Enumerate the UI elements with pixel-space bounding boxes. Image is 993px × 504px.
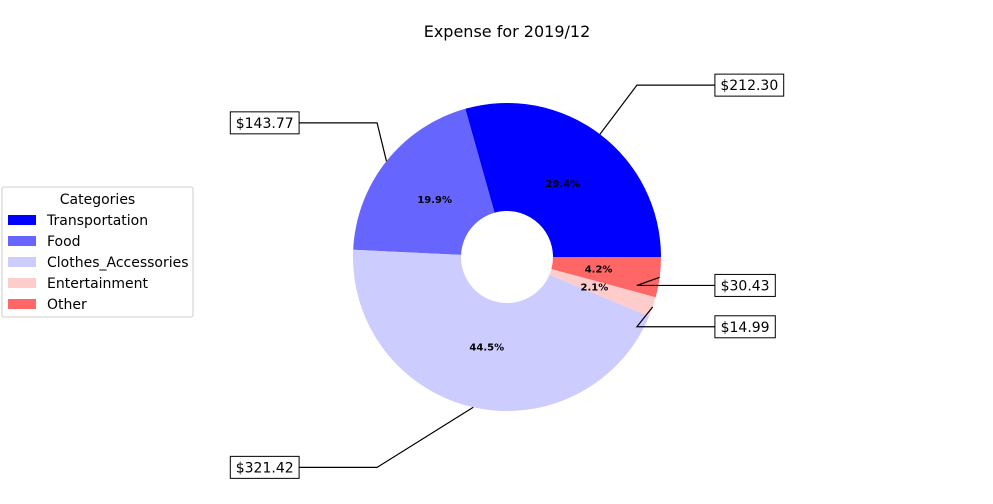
value-label-transportation: $212.30 (720, 78, 778, 94)
legend-items: Transportation Food Clothes_Accessories Ent… (8, 213, 189, 313)
legend-frame (1, 186, 194, 318)
slice-entertainment (549, 269, 656, 317)
percent-label-entertainment: 2.1% (581, 282, 609, 293)
legend-swatch-transportation (8, 215, 36, 225)
percent-label-other: 4.2% (585, 265, 613, 276)
legend-label-food: Food (47, 234, 81, 250)
legend-title: Categories (60, 192, 135, 208)
value-label-clothes-accessories: $321.42 (236, 460, 294, 476)
legend-label-transportation: Transportation (46, 213, 148, 229)
leader-line-other (636, 276, 715, 287)
legend-label-clothes-accessories: Clothes_Accessories (47, 255, 189, 271)
value-box-other (714, 273, 776, 297)
legend-swatch-clothes-accessories (8, 257, 36, 267)
legend-swatch-other (8, 299, 36, 309)
value-box-food (229, 111, 300, 135)
value-label-entertainment: $14.99 (721, 320, 770, 336)
percent-label-clothes-accessories: 44.5% (469, 343, 504, 354)
slice-transportation (465, 103, 661, 257)
percent-label-transportation: 29.4% (545, 179, 580, 190)
slice-food (353, 108, 495, 255)
value-annotations: $212.30 $143.77 $321.42 $14.99 $30.43 (229, 73, 785, 479)
donut-slices (352, 103, 661, 412)
legend: Categories Transportation Food Clothes_Acc… (1, 186, 194, 318)
percent-label-food: 19.9% (417, 195, 452, 206)
slice-other (551, 257, 661, 298)
legend-label-other: Other (47, 297, 87, 313)
chart-title: Expense for 2019/12 (424, 22, 591, 41)
value-box-clothes-accessories (229, 455, 300, 479)
legend-swatch-entertainment (8, 278, 36, 288)
value-box-entertainment (714, 315, 776, 339)
legend-label-entertainment: Entertainment (47, 276, 149, 292)
slice-clothes-accessories (352, 249, 650, 412)
leader-line-clothes-accessories (299, 406, 474, 468)
leader-line-transportation (599, 84, 715, 135)
legend-swatch-food (8, 236, 36, 246)
value-label-food: $143.77 (236, 116, 294, 132)
leader-line-entertainment (635, 306, 715, 328)
percent-labels: 29.4% 19.9% 44.5% 2.1% 4.2% (417, 179, 612, 354)
value-label-other: $30.43 (721, 278, 770, 294)
value-box-transportation (714, 73, 785, 97)
leader-line-food (299, 122, 388, 162)
